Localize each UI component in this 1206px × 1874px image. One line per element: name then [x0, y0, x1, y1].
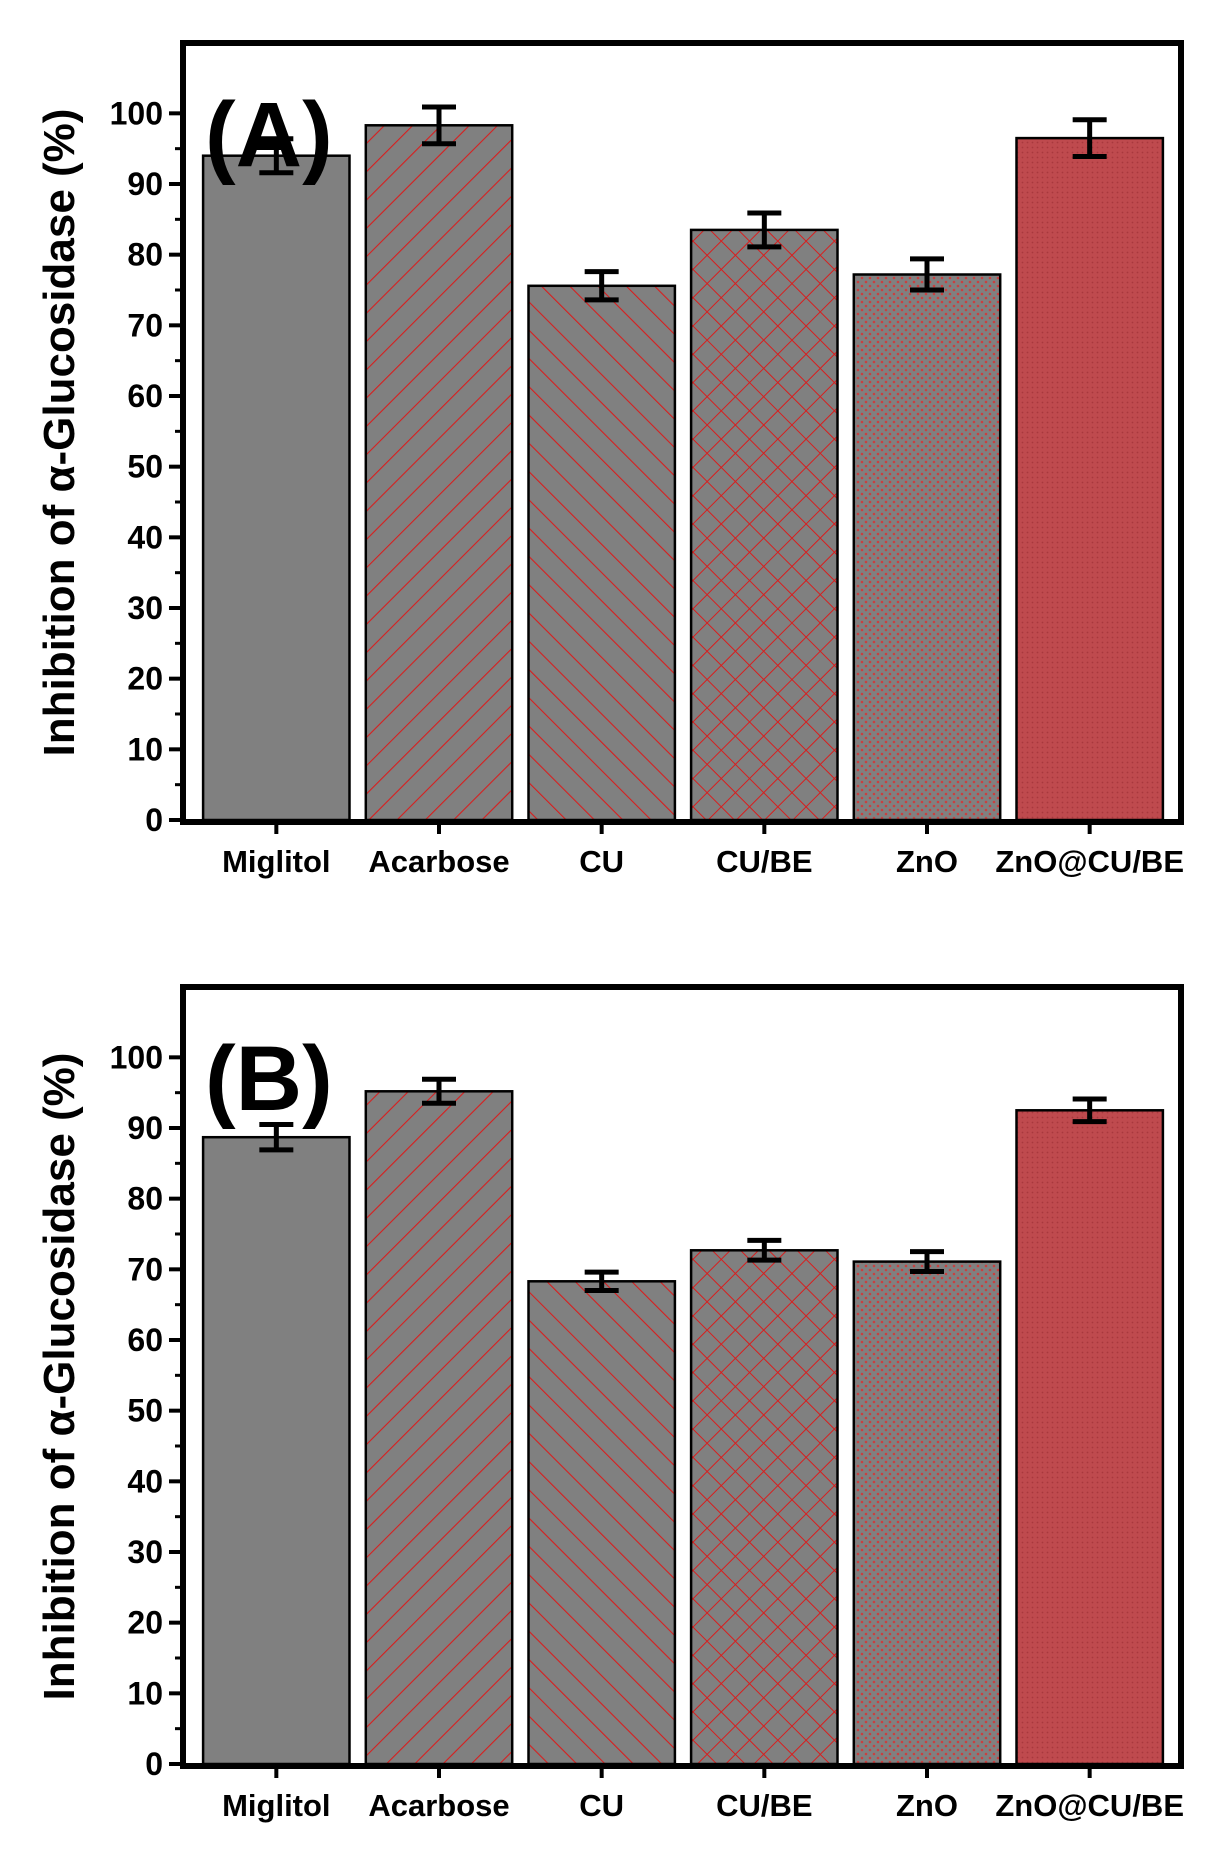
y-tick-label: 0 [145, 802, 163, 838]
error-bar [584, 269, 619, 303]
x-tick-label: ZnO [896, 1788, 958, 1823]
error-bar [1072, 1096, 1107, 1125]
bar-cu-be [689, 228, 839, 822]
x-tick-label: Acarbose [368, 844, 509, 879]
y-tick-label: 100 [110, 1039, 163, 1075]
chart-panel-a: Miglitol Acarbose CU CU/BE ZnO ZnO@CU/BE 0 10 20… [35, 40, 1184, 879]
x-tick-label: CU/BE [716, 1788, 812, 1823]
y-tick-label: 20 [127, 1605, 163, 1641]
y-tick-label: 10 [127, 1675, 163, 1711]
y-tick-label: 70 [127, 1251, 163, 1287]
chart-panel-b: Miglitol Acarbose CU CU/BE ZnO ZnO@CU/BE 0 10 20… [35, 984, 1184, 1823]
bar-cu-be [689, 1249, 839, 1766]
bar-miglitol [201, 1135, 351, 1766]
bar-zno [852, 1260, 1002, 1766]
y-tick-label: 20 [127, 661, 163, 697]
error-bar [747, 1237, 782, 1263]
y-tick-label: 80 [127, 237, 163, 273]
y-tick-label: 100 [110, 95, 163, 131]
y-tick-label: 30 [127, 1534, 163, 1570]
x-tick-label: ZnO@CU/BE [995, 844, 1184, 879]
y-tick-label: 90 [127, 166, 163, 202]
bar-zno-cu-be [1015, 136, 1165, 822]
bar-acarbose [364, 124, 514, 822]
y-tick-label: 0 [145, 1746, 163, 1782]
y-tick-label: 40 [127, 1463, 163, 1499]
y-tick-label: 30 [127, 590, 163, 626]
y-tick-label: 10 [127, 731, 163, 767]
panel-label: (A) [205, 84, 333, 186]
bar-cu [527, 284, 677, 822]
panel-label: (B) [205, 1028, 333, 1130]
y-tick-label: 70 [127, 307, 163, 343]
error-bar [584, 1269, 619, 1294]
y-axis-label: Inhibition of α-Glucosidase (%) [35, 1053, 84, 1701]
y-tick-label: 50 [127, 449, 163, 485]
x-tick-label: Acarbose [368, 1788, 509, 1823]
x-tick-label: CU/BE [716, 844, 812, 879]
y-axis-label: Inhibition of α-Glucosidase (%) [35, 109, 84, 757]
y-tick-label: 60 [127, 378, 163, 414]
bar-zno [852, 273, 1002, 822]
x-tick-label: Miglitol [222, 844, 330, 879]
y-tick-label: 50 [127, 1393, 163, 1429]
bar-zno-cu-be [1015, 1109, 1165, 1766]
bar-miglitol [201, 154, 351, 822]
x-tick-label: ZnO [896, 844, 958, 879]
error-bar [1072, 117, 1107, 159]
error-bar [747, 210, 782, 250]
y-axis: 0 10 20 30 40 50 60 70 80 90 100 [110, 95, 183, 838]
error-bar [259, 1121, 294, 1153]
error-bar [910, 1249, 944, 1274]
y-axis: 0 10 20 30 40 50 60 70 80 90 100 [110, 1039, 183, 1782]
error-bar [259, 136, 294, 176]
bar-acarbose [364, 1090, 514, 1766]
y-tick-label: 90 [127, 1110, 163, 1146]
x-tick-label: CU [579, 844, 624, 879]
error-bar [422, 1076, 456, 1106]
x-tick-label: ZnO@CU/BE [995, 1788, 1184, 1823]
y-tick-label: 40 [127, 519, 163, 555]
error-bar [422, 104, 456, 147]
y-tick-label: 60 [127, 1322, 163, 1358]
bar-cu [527, 1280, 677, 1766]
y-tick-label: 80 [127, 1181, 163, 1217]
x-tick-label: CU [579, 1788, 624, 1823]
x-tick-label: Miglitol [222, 1788, 330, 1823]
error-bar [910, 256, 944, 293]
